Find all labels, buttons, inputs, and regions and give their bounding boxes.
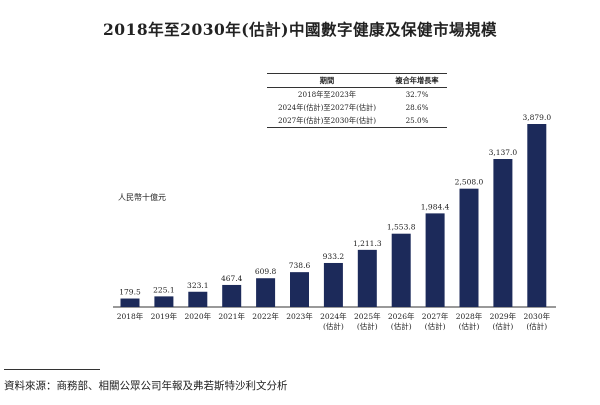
cagr-row: 2024年(估計)至2027年(估計) 28.6%: [267, 101, 447, 114]
data-label: 3,879.0: [522, 113, 551, 122]
bar: [222, 284, 242, 307]
data-label: 225.1: [153, 285, 174, 294]
data-label: 1,211.3: [353, 239, 382, 248]
cagr-period: 2024年(估計)至2027年(估計): [277, 102, 377, 112]
data-label: 1,984.4: [421, 202, 450, 211]
cagr-rate: 28.6%: [405, 103, 429, 112]
cagr-period: 2018年至2023年: [297, 89, 357, 99]
cagr-period: 2027年(估計)至2030年(估計): [277, 115, 377, 125]
cagr-row: 2018年至2023年 32.7%: [267, 88, 447, 102]
data-label: 179.5: [119, 288, 141, 297]
x-tick-label: (估計): [492, 321, 513, 331]
cagr-header-rate: 複合年增長率: [395, 75, 439, 85]
x-tick-label: 2021年: [218, 311, 245, 321]
cagr-table: 期間 複合年增長率 2018年至2023年 32.7% 2024年(估計)至20…: [267, 73, 447, 128]
x-tick-label: (估計): [459, 321, 480, 331]
cagr-row: 2027年(估計)至2030年(估計) 25.0%: [267, 114, 447, 128]
bar: [188, 291, 208, 307]
bar: [357, 249, 377, 307]
x-tick-label: 2026年: [388, 311, 415, 321]
x-tick-label: 2028年: [456, 311, 483, 321]
x-tick-label: 2022年: [252, 311, 279, 321]
x-tick-label: 2018年: [117, 311, 144, 321]
x-tick-label: (估計): [357, 321, 378, 331]
x-tick-label: 2025年: [354, 311, 381, 321]
x-tick-label: (估計): [526, 321, 547, 331]
bar: [256, 278, 276, 307]
bar: [154, 296, 174, 307]
data-label: 933.2: [323, 252, 345, 261]
y-unit-label: 人民幣十億元: [118, 193, 166, 202]
cagr-rate: 25.0%: [405, 116, 429, 125]
bar: [391, 233, 411, 307]
bar: [459, 188, 479, 307]
data-label: 738.6: [289, 261, 311, 270]
data-label: 3,137.0: [489, 148, 518, 157]
chart-title: 2018年至2030年(估計)中國數字健康及保健市場規模: [103, 20, 497, 39]
bar: [323, 262, 343, 307]
data-label: 2,508.0: [455, 178, 484, 187]
x-tick-label: 2030年: [524, 311, 551, 321]
x-tick-label: 2024年: [320, 311, 347, 321]
bar: [527, 124, 547, 307]
data-label: 323.1: [187, 281, 208, 290]
bar: [425, 213, 445, 307]
bar: [290, 272, 309, 307]
x-tick-label: (估計): [391, 321, 412, 331]
x-tick-label: 2029年: [490, 311, 517, 321]
bar: [493, 159, 513, 307]
bar-chart: 179.5 2018年 225.1 2019年 323.1 2020年 467.4 2021年…: [113, 113, 556, 331]
x-tick-label: (估計): [425, 321, 446, 331]
footnote-divider: [4, 369, 100, 370]
x-tick-label: (估計): [323, 321, 344, 331]
cagr-rate: 32.7%: [405, 90, 429, 99]
data-label: 1,553.8: [387, 223, 416, 232]
x-tick-label: 2019年: [151, 311, 178, 321]
cagr-header-period: 期間: [319, 75, 335, 85]
x-tick-label: 2023年: [286, 311, 313, 321]
data-label: 609.8: [255, 267, 277, 276]
cagr-header-row: 期間 複合年增長率: [267, 73, 447, 88]
data-label: 467.4: [221, 274, 243, 283]
x-tick-label: 2020年: [185, 311, 212, 321]
bar: [120, 298, 140, 307]
source-note: 資料來源：商務部、相關公眾公司年報及弗若斯特沙利文分析: [4, 380, 288, 392]
x-tick-label: 2027年: [422, 311, 449, 321]
